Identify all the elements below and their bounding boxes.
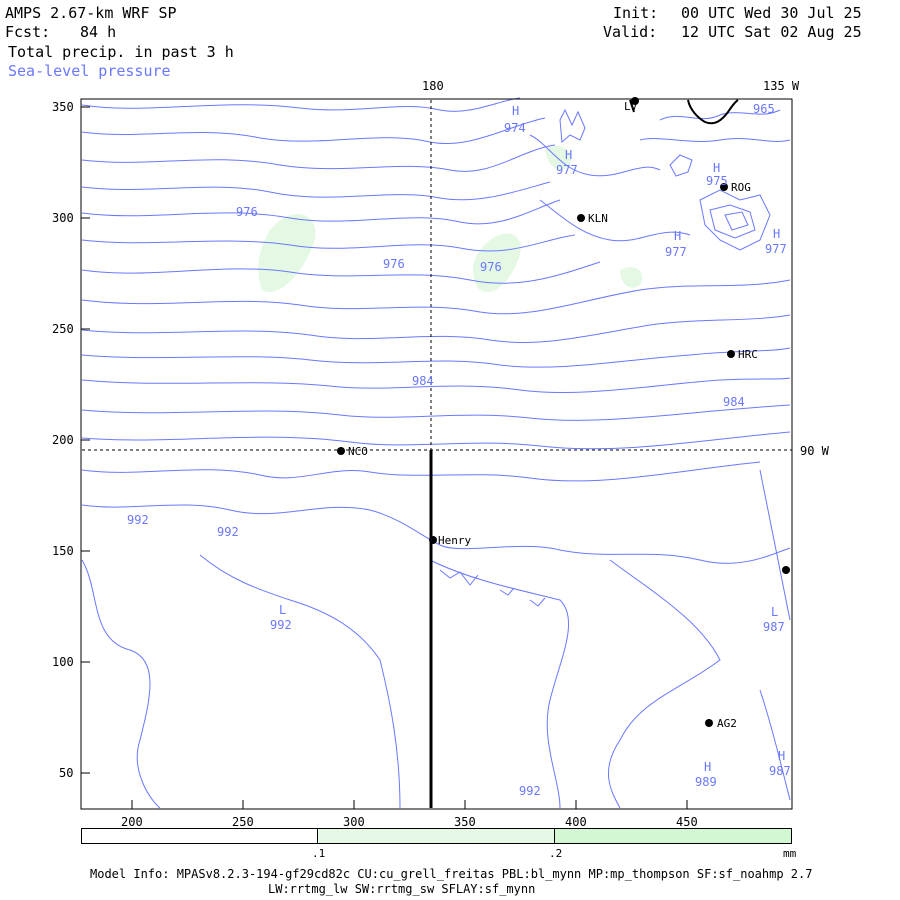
colorbar-tick: .1 <box>312 847 326 860</box>
lon-label-180: 180 <box>422 79 444 93</box>
lon-label-90w: 90 W <box>800 444 829 458</box>
station-markers <box>337 97 790 727</box>
station-hrc-label: HRC <box>738 348 758 361</box>
forecast-label: Fcst: <box>5 23 51 41</box>
x-tick-label: 200 <box>121 815 143 829</box>
contour-label: 974 <box>504 121 526 135</box>
station-nco-dot <box>337 447 345 455</box>
x-tick-label: 250 <box>232 815 254 829</box>
contour-label: 984 <box>723 395 745 409</box>
valid-time: 12 UTC Sat 02 Aug 25 <box>681 23 862 41</box>
contour-label: H <box>674 229 681 243</box>
contour-label: 975 <box>706 174 728 188</box>
contour-label: H <box>778 749 785 763</box>
station-lv-dot <box>631 97 639 105</box>
contour-label: 992 <box>270 618 292 632</box>
y-tick-label: 350 <box>52 100 74 114</box>
y-tick-label: 150 <box>52 544 74 558</box>
contour-label: 984 <box>412 374 434 388</box>
contour-label: L <box>771 605 778 619</box>
init-label: Init: <box>613 4 659 22</box>
lon-label-135w: 135 W <box>763 79 800 93</box>
y-tick-label: 100 <box>52 655 74 669</box>
x-tick-label: 400 <box>565 815 587 829</box>
colorbar-bin-2 <box>317 828 555 844</box>
colorbar-bin-3 <box>554 828 792 844</box>
station-hrc-dot <box>727 350 735 358</box>
contour-label: H <box>713 161 720 175</box>
forecast-hour: 84 h <box>80 23 117 41</box>
contour-label: 987 <box>763 620 785 634</box>
overlay-title: Sea-level pressure <box>8 62 171 80</box>
contour-label: H <box>512 104 519 118</box>
isobars-mountain <box>439 108 791 607</box>
station-rog-label: ROG <box>731 181 751 194</box>
station-ag2-label: AG2 <box>717 717 737 730</box>
contour-label: L <box>279 603 286 617</box>
station-rog-dot <box>720 183 728 191</box>
x-tick-label: 350 <box>454 815 476 829</box>
station-kln-dot <box>577 214 585 222</box>
contour-label: 989 <box>695 775 717 789</box>
contour-label: 965 <box>753 102 775 116</box>
precip-shading <box>258 145 643 293</box>
contour-label: 977 <box>665 245 687 259</box>
station-henry-label: Henry <box>438 534 471 547</box>
contour-label: 976 <box>236 205 258 219</box>
contour-label: 977 <box>556 163 578 177</box>
x-tick-label: 300 <box>343 815 365 829</box>
y-tick-label: 50 <box>59 766 74 780</box>
field-title: Total precip. in past 3 h <box>8 43 234 61</box>
valid-label: Valid: <box>603 23 658 41</box>
station-henry-dot <box>429 536 437 544</box>
station-east-dot <box>782 566 790 574</box>
y-tick-label: 250 <box>52 322 74 336</box>
contour-label: 992 <box>217 525 239 539</box>
contour-label: 992 <box>127 513 149 527</box>
y-tick-label: 300 <box>52 211 74 225</box>
station-kln-label: KLN <box>588 212 608 225</box>
station-nco-label: NCO <box>348 445 368 458</box>
contour-label: H <box>565 148 572 162</box>
contour-label: 987 <box>769 764 791 778</box>
contour-label: 976 <box>383 257 405 271</box>
colorbar-unit: mm <box>783 847 797 860</box>
station-lv-label: LV <box>624 100 638 113</box>
x-tick-label: 450 <box>676 815 698 829</box>
station-ag2-dot <box>705 719 713 727</box>
contour-label: H <box>773 227 780 241</box>
y-tick-label: 200 <box>52 433 74 447</box>
model-info-line2: LW:rrtmg_lw SW:rrtmg_sw SFLAY:sf_mynn <box>268 882 536 896</box>
model-title: AMPS 2.67-km WRF SP <box>5 4 177 22</box>
isobars <box>81 97 791 809</box>
contour-label: 976 <box>480 260 502 274</box>
colorbar-bin-1 <box>81 828 318 844</box>
contour-label: H <box>704 760 711 774</box>
contour-label: 977 <box>765 242 787 256</box>
lat-lon-grid <box>82 100 792 451</box>
coastline <box>629 99 739 125</box>
tick-marks <box>81 106 688 809</box>
contour-label: 992 <box>519 784 541 798</box>
colorbar-tick: .2 <box>549 847 563 860</box>
init-time: 00 UTC Wed 30 Jul 25 <box>681 4 862 22</box>
model-info: Model Info: MPASv8.2.3-194-gf29cd82c CU:… <box>90 867 813 881</box>
plot-frame <box>80 98 793 810</box>
